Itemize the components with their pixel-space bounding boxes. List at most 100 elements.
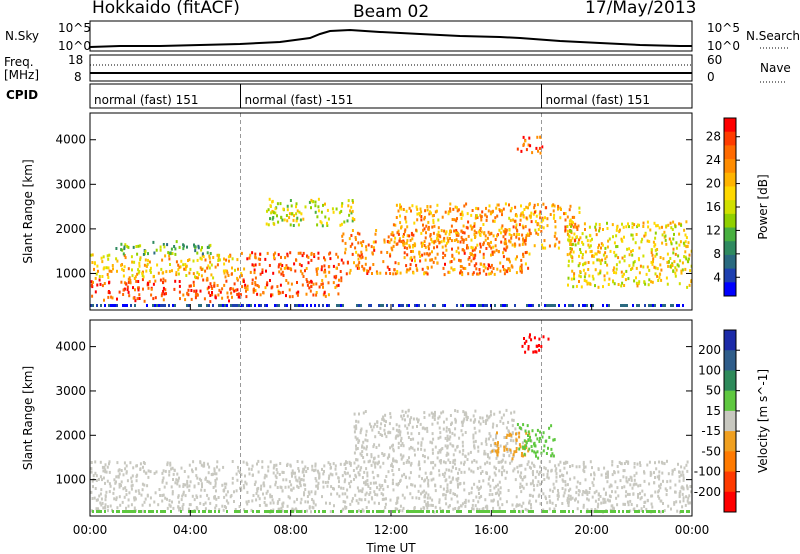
range-cell <box>143 263 146 267</box>
range-cell <box>644 233 647 236</box>
range-cell <box>522 252 524 256</box>
range-cell <box>453 218 456 222</box>
range-cell <box>262 492 264 496</box>
range-cell <box>357 464 360 468</box>
range-cell <box>332 462 335 466</box>
range-cell <box>307 255 310 259</box>
range-cell <box>196 271 199 275</box>
range-cell <box>607 283 610 286</box>
range-cell <box>635 471 638 475</box>
range-cell <box>503 469 506 473</box>
range-cell <box>576 228 579 231</box>
range-cell <box>266 283 269 287</box>
range-cell <box>157 503 160 507</box>
range-cell <box>686 469 689 473</box>
range-cell <box>629 483 632 487</box>
range-cell <box>226 295 229 299</box>
range-cell <box>325 501 327 505</box>
range-cell <box>268 264 271 267</box>
range-cell <box>533 203 536 207</box>
range-cell <box>457 251 460 255</box>
range-cell <box>541 216 544 220</box>
range-cell <box>224 275 227 279</box>
range-cell <box>523 439 526 443</box>
range-cell <box>536 483 539 487</box>
range-cell <box>571 259 574 263</box>
range-cell <box>231 476 234 480</box>
range-cell <box>276 214 278 218</box>
range-cell <box>179 297 181 301</box>
range-cell <box>145 471 148 475</box>
range-cell <box>569 497 572 501</box>
range-cell <box>521 441 524 445</box>
range-cell <box>350 211 353 215</box>
ground-cell <box>214 510 216 513</box>
range-cell <box>383 428 386 432</box>
range-cell <box>573 476 576 480</box>
range-cell <box>102 469 105 473</box>
range-cell <box>138 491 141 495</box>
range-cell <box>573 239 576 243</box>
range-cell <box>496 453 499 457</box>
range-cell <box>306 280 309 284</box>
range-cell <box>316 223 319 227</box>
range-cell <box>510 433 513 437</box>
range-cell <box>646 265 649 269</box>
ground-cell <box>602 304 604 307</box>
range-cell <box>631 233 634 237</box>
ground-cell <box>306 304 308 307</box>
range-cell <box>359 431 362 435</box>
ground-cell <box>564 510 566 513</box>
range-cell <box>162 469 165 473</box>
range-cell <box>556 497 559 501</box>
range-cell <box>654 254 657 258</box>
ground-cell <box>258 304 260 307</box>
range-cell <box>491 493 494 496</box>
range-cell <box>317 256 320 260</box>
range-cell <box>146 484 149 488</box>
range-cell <box>379 271 382 275</box>
range-cell <box>593 471 596 475</box>
range-cell <box>479 242 482 246</box>
range-cell <box>682 478 685 482</box>
range-cell <box>180 259 183 263</box>
range-cell <box>310 490 313 494</box>
range-cell <box>412 417 415 421</box>
range-cell <box>126 479 129 483</box>
range-cell <box>271 293 274 297</box>
ground-cell <box>606 304 608 307</box>
range-cell <box>132 466 135 470</box>
range-cell <box>350 480 353 484</box>
range-cell <box>652 260 654 263</box>
range-cell <box>399 205 402 209</box>
range-cell <box>240 473 243 477</box>
range-cell <box>518 426 521 430</box>
range-cell <box>662 479 664 483</box>
range-cell <box>122 269 125 272</box>
range-cell <box>449 491 452 495</box>
range-cell <box>445 248 448 252</box>
range-cell <box>299 269 302 273</box>
range-cell <box>648 482 651 486</box>
range-cell <box>218 253 221 257</box>
range-cell <box>504 240 507 243</box>
range-cell <box>383 509 386 513</box>
range-cell <box>161 480 164 484</box>
range-cell <box>154 491 157 495</box>
range-cell <box>535 499 538 503</box>
range-cell <box>143 483 146 487</box>
range-cell <box>666 252 669 256</box>
range-cell <box>625 476 628 480</box>
range-cell <box>430 478 433 482</box>
range-cell <box>313 253 316 256</box>
range-cell <box>590 473 592 477</box>
range-cell <box>404 424 407 428</box>
range-cell <box>389 446 392 450</box>
range-cell <box>355 447 358 451</box>
range-cell <box>289 199 292 202</box>
ground-cell <box>488 510 490 513</box>
range-cell <box>386 265 389 269</box>
ground-cell <box>620 304 622 307</box>
range-cell <box>542 492 545 496</box>
range-cell <box>669 221 672 225</box>
